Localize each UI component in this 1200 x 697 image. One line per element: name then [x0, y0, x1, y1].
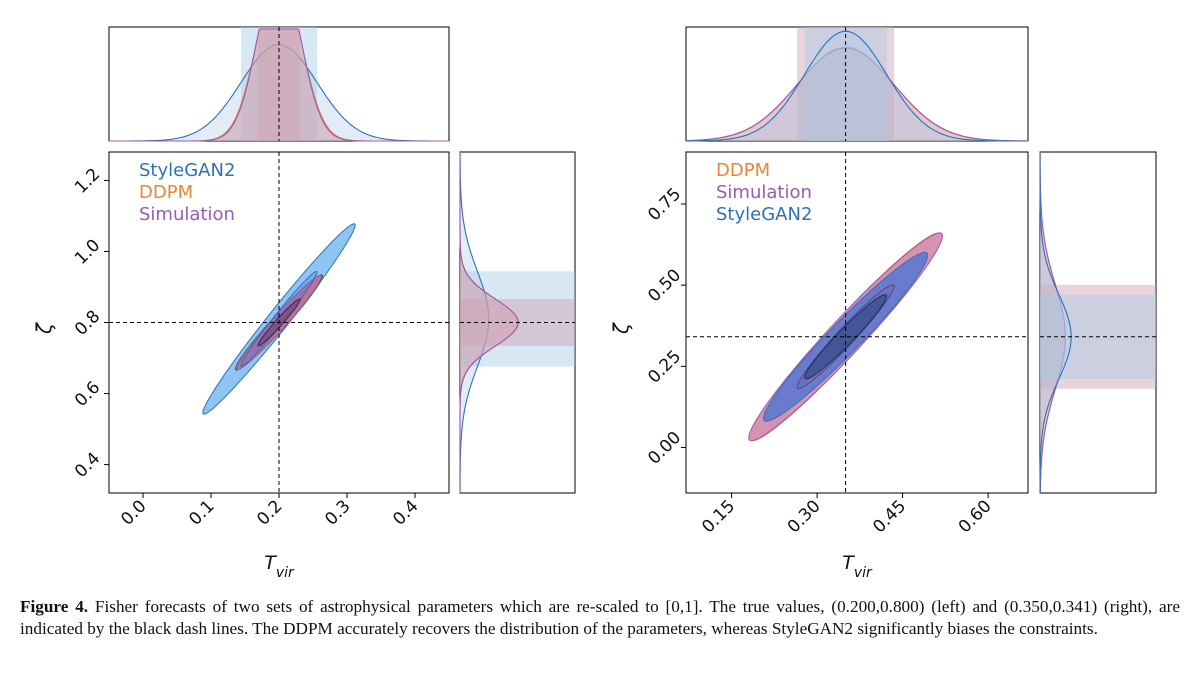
legend-entry-simulation: Simulation — [139, 204, 235, 225]
legend-entry-stylegan2: StyleGAN2 — [139, 160, 235, 181]
right-corner-plot: 0.15 0.30 0.45 0.60 0.00 0.25 0.50 0.75 Tvir ζ DDP… — [609, 26, 1157, 580]
right-marginal-curve-simulation — [1039, 151, 1066, 493]
x-tick-label: 0.0 — [117, 496, 150, 529]
top-marginal-curve-simulation — [685, 47, 1028, 142]
y-tick-label: 0.50 — [644, 265, 685, 306]
right-marginal-fill-simulation — [1040, 152, 1066, 493]
figure-caption: Figure 4. Fisher forecasts of two sets o… — [20, 596, 1180, 640]
x-axis-label-subscript: vir — [276, 565, 295, 580]
x-axis-label: Tvir — [264, 552, 295, 580]
y-tick-label: 1.2 — [71, 164, 104, 197]
top-marginal-curve-stylegan2 — [686, 30, 1028, 142]
y-tick-label: 0.75 — [644, 184, 685, 225]
x-tick-label: 0.2 — [253, 496, 286, 529]
x-tick-label: 0.30 — [784, 496, 825, 537]
y-tick-label: 1.0 — [71, 236, 104, 269]
x-tick-label: 0.15 — [698, 496, 739, 537]
caption-text: Fisher forecasts of two sets of astrophy… — [20, 597, 1181, 638]
top-marginal-fill-ddpm — [686, 47, 1028, 141]
legend-entry-stylegan2: StyleGAN2 — [716, 204, 812, 225]
top-marginal-fill-simulation — [686, 48, 1028, 141]
x-axis-label: Tvir — [842, 552, 873, 580]
right-marginal-fill-ddpm — [1040, 152, 1066, 493]
y-tick-label: 0.4 — [71, 449, 104, 482]
x-tick-label: 0.45 — [869, 496, 910, 537]
y-tick-label: 0.8 — [71, 307, 104, 340]
x-tick-label: 0.4 — [389, 496, 422, 529]
top-marginal-fill-stylegan2 — [686, 31, 1028, 141]
y-tick-label: 0.00 — [644, 428, 685, 469]
x-tick-label: 0.1 — [185, 496, 218, 529]
legend-entry-simulation: Simulation — [716, 182, 812, 203]
right-marginal-fill-stylegan2 — [1040, 152, 1072, 493]
main-plot-frame — [685, 151, 1029, 494]
y-axis-label: ζ — [609, 322, 633, 335]
fisher-forecast-figure: 0.0 0.1 0.2 0.3 0.4 0.4 0.6 0.8 1.0 1.2 Tvir ζ Style… — [32, 26, 1157, 580]
left-corner-plot: 0.0 0.1 0.2 0.3 0.4 0.4 0.6 0.8 1.0 1.2 Tvir ζ Style… — [32, 26, 576, 580]
legend-entry-ddpm: DDPM — [716, 160, 770, 181]
right-marginal-frame — [1039, 151, 1157, 494]
x-tick-label: 0.60 — [955, 496, 996, 537]
right-marginal-curve-stylegan2 — [1039, 152, 1072, 493]
y-axis-label: ζ — [32, 322, 56, 335]
caption-label: Figure 4. — [20, 597, 89, 616]
x-tick-label: 0.3 — [321, 496, 354, 529]
x-axis-label-subscript: vir — [854, 565, 873, 580]
top-marginal-frame — [685, 26, 1029, 142]
y-tick-label: 0.6 — [71, 378, 104, 411]
legend-entry-ddpm: DDPM — [139, 182, 193, 203]
y-tick-label: 0.25 — [644, 347, 685, 388]
